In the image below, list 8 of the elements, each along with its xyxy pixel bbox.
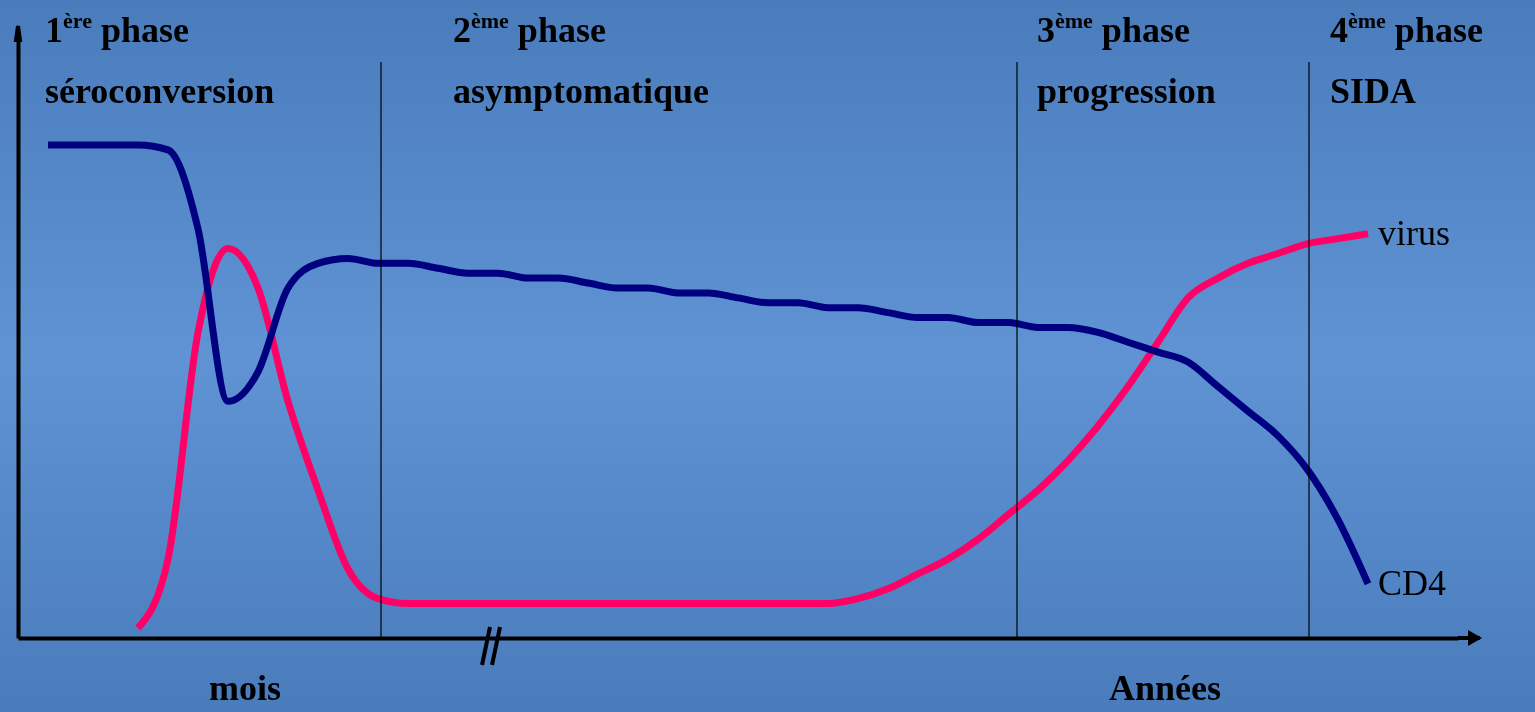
series-label: CD4 (1378, 562, 1447, 603)
text: 3$^{ème}$ phase progression (1037, 7, 1216, 113)
text: mois (209, 667, 281, 710)
text: 2$^{ème}$ phase asymptomatique (453, 7, 710, 113)
text: 1$^{ère}$ phase séroconversion (45, 7, 275, 113)
text: Années (1108, 667, 1222, 710)
text: 4$^{ème}$ phase SIDA (1330, 7, 1483, 113)
series-label: virus (1378, 212, 1450, 253)
